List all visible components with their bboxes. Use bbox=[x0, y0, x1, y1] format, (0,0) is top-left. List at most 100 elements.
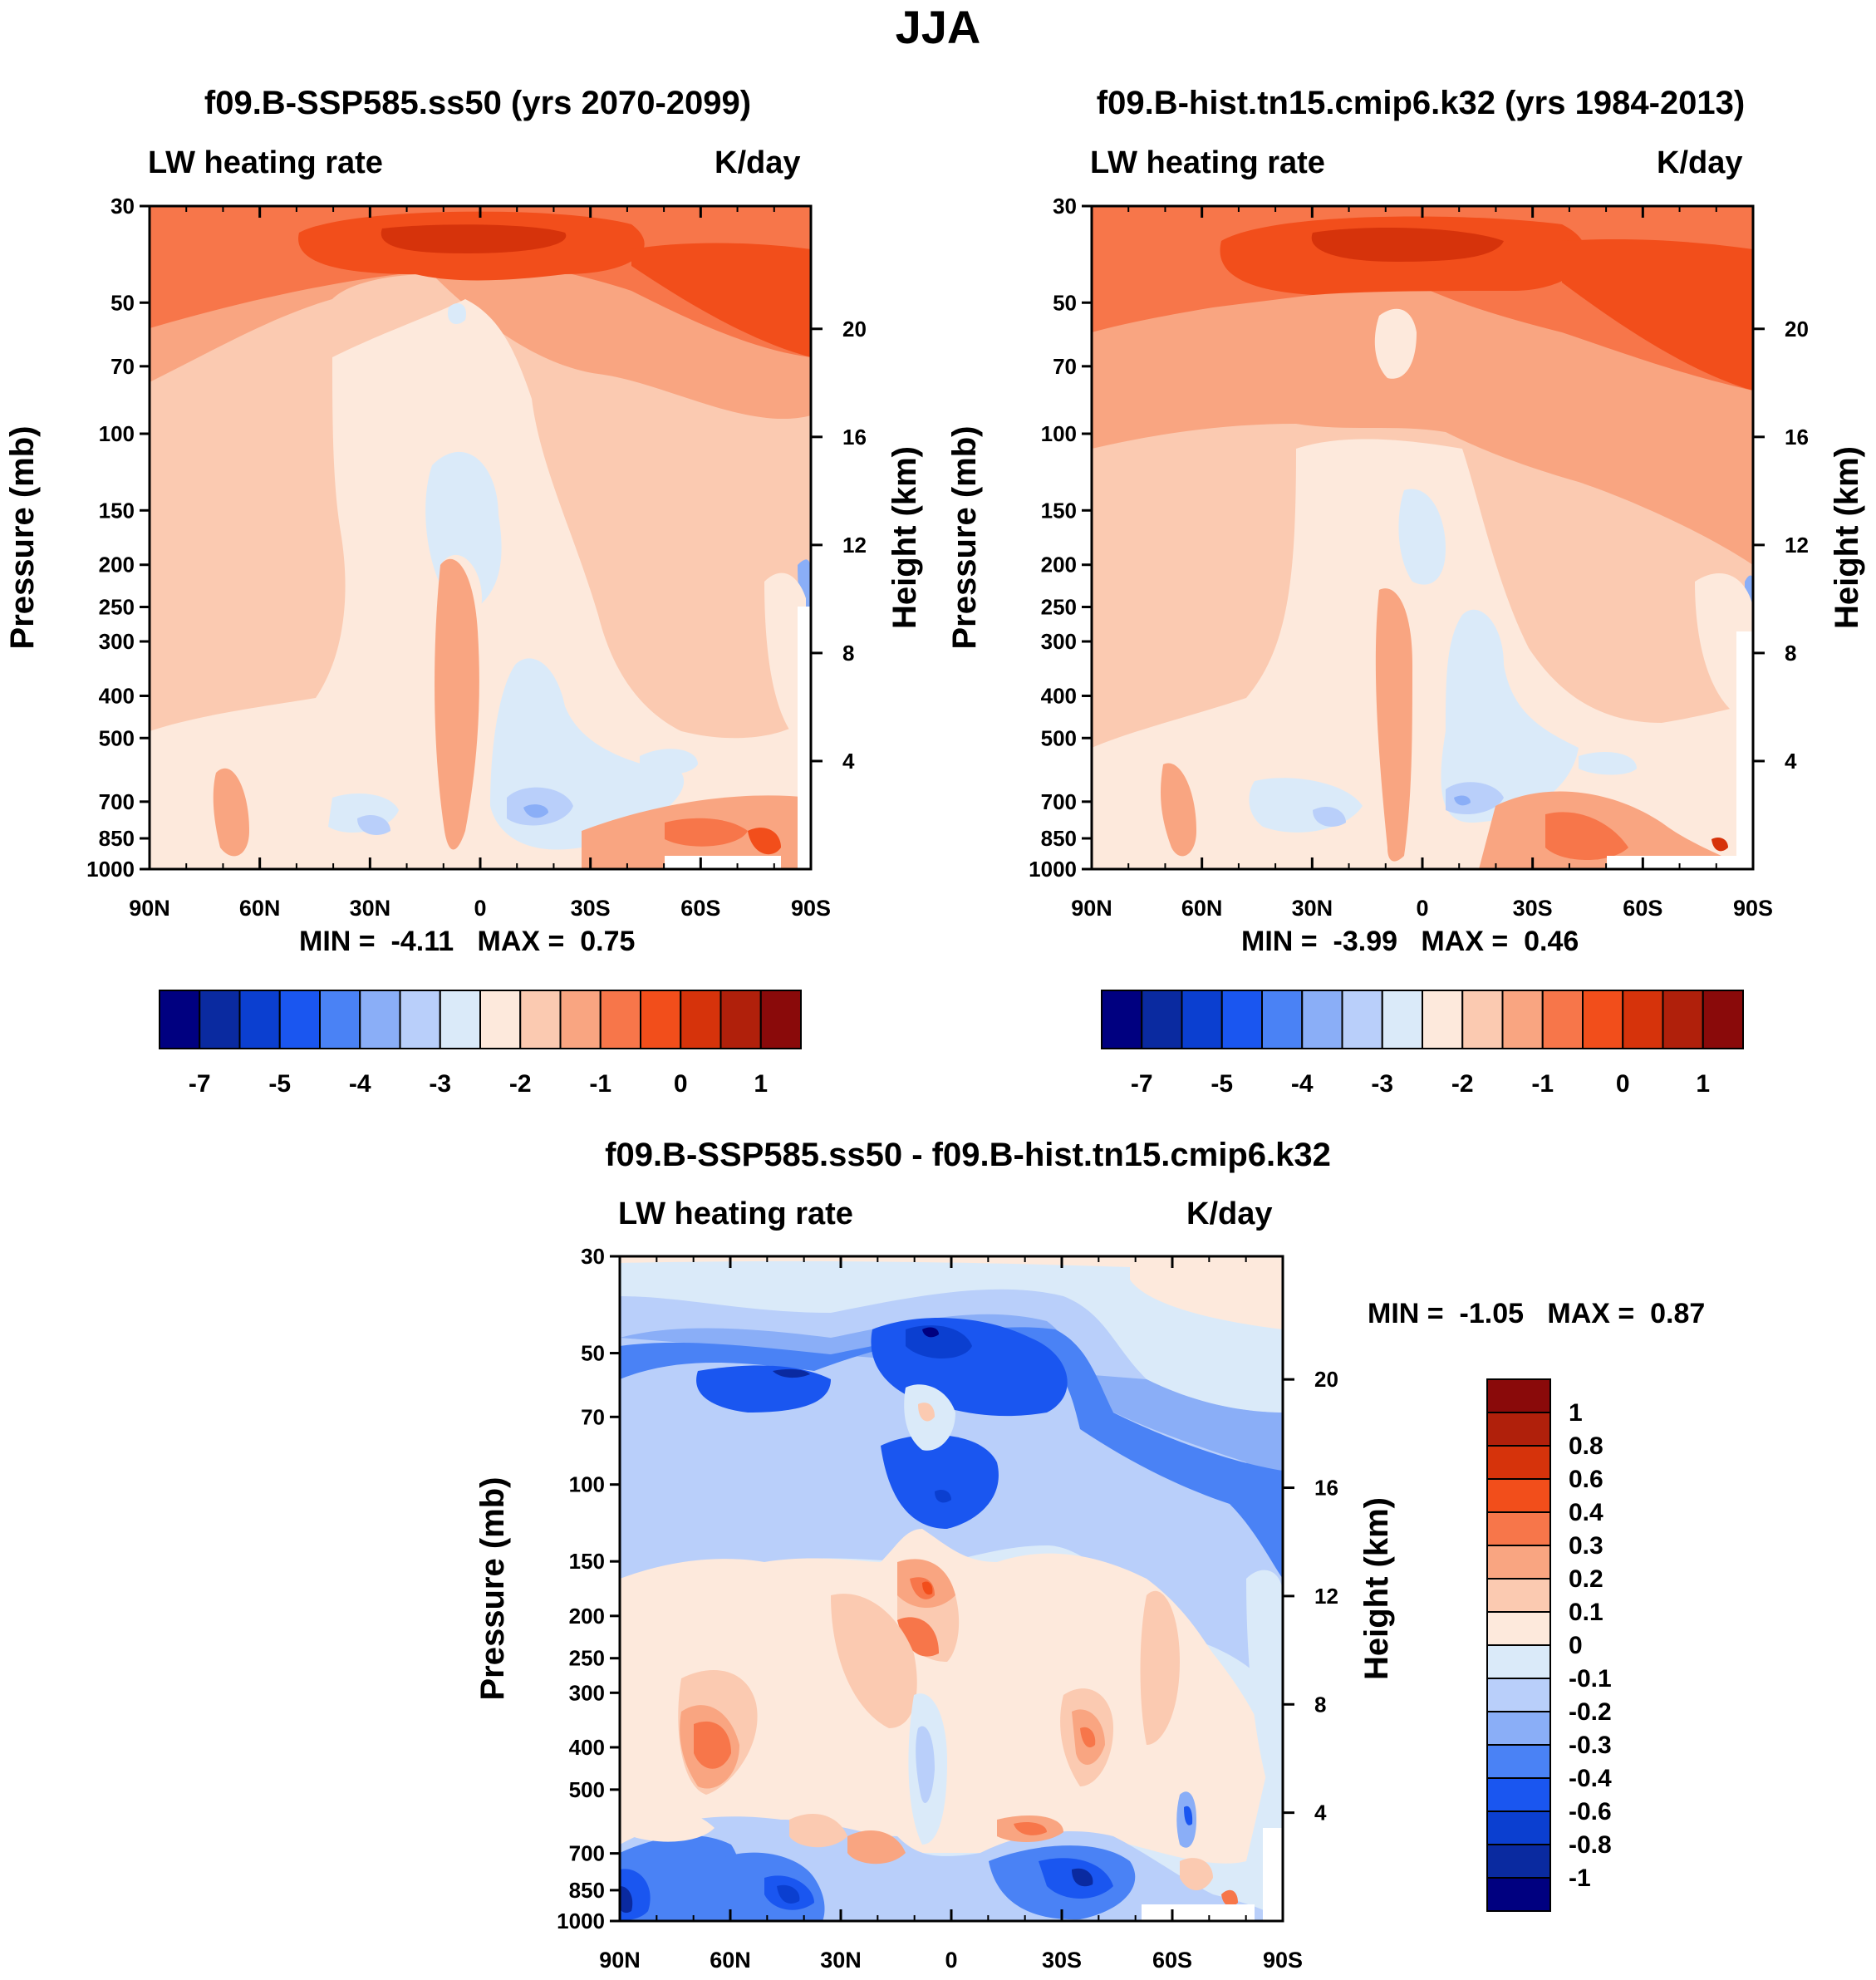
y2-tick-label: 12 bbox=[842, 533, 867, 558]
panel2-field bbox=[1092, 206, 1753, 869]
panel1-axes: 30 50 70 100 150 200 250 300 400 500 700 850 1000 20 1… bbox=[4, 194, 923, 921]
colorbar-label: -5 bbox=[1211, 1070, 1233, 1098]
colorbar-label: 0 bbox=[1616, 1070, 1630, 1098]
colorbar-box bbox=[278, 990, 321, 1049]
colorbar-box bbox=[519, 990, 562, 1049]
y-tick-label: 850 bbox=[1041, 826, 1077, 851]
y-tick-label: 850 bbox=[99, 826, 135, 851]
y-tick-label: 150 bbox=[569, 1549, 605, 1574]
y-tick-label: 200 bbox=[1041, 553, 1077, 577]
x-tick-label: 90N bbox=[1071, 896, 1112, 921]
y2-tick-label: 16 bbox=[1785, 425, 1809, 450]
colorbar-box bbox=[759, 990, 802, 1049]
colorbar-label: -0.6 bbox=[1569, 1798, 1612, 1825]
y-tick-label: 850 bbox=[569, 1878, 605, 1903]
x-tick-label: 90S bbox=[791, 896, 831, 921]
colorbar-label: 0.4 bbox=[1569, 1499, 1603, 1526]
colorbar-label: -0.2 bbox=[1569, 1698, 1612, 1726]
colorbar-box bbox=[1486, 1578, 1551, 1613]
colorbar-box bbox=[640, 990, 682, 1049]
panel3-subtitle-right: K/day bbox=[1186, 1196, 1273, 1231]
colorbar-box bbox=[479, 990, 522, 1049]
x-tick-label: 60S bbox=[1152, 1948, 1192, 1973]
x-tick-label: 90N bbox=[129, 896, 170, 921]
colorbar-box bbox=[1486, 1678, 1551, 1712]
y-tick-label: 700 bbox=[569, 1841, 605, 1866]
colorbar-box bbox=[1381, 990, 1423, 1049]
colorbar-box bbox=[159, 990, 201, 1049]
panel2-subtitle-right: K/day bbox=[1657, 145, 1743, 180]
y-tick-label: 300 bbox=[99, 629, 135, 654]
x-tick-label: 30S bbox=[571, 896, 611, 921]
colorbar-box bbox=[1501, 990, 1544, 1049]
panel2-min-value: -3.99 bbox=[1333, 926, 1398, 957]
y-tick-label: 100 bbox=[1041, 421, 1077, 446]
colorbar-box bbox=[359, 990, 401, 1049]
colorbar-box bbox=[1486, 1711, 1551, 1746]
y-tick-label: 250 bbox=[99, 595, 135, 620]
panel3-max-label: MAX = bbox=[1547, 1298, 1635, 1329]
panel3-title: f09.B-SSP585.ss50 - f09.B-hist.tn15.cmip… bbox=[605, 1137, 1331, 1173]
y2-tick-label: 16 bbox=[1314, 1476, 1338, 1501]
colorbar-box bbox=[599, 990, 641, 1049]
panel2-stats: MIN = -3.99 MAX = 0.46 bbox=[1241, 926, 1579, 958]
colorbar-label: 0 bbox=[674, 1070, 688, 1098]
colorbar-label: -0.4 bbox=[1569, 1765, 1612, 1792]
colorbar-box bbox=[1622, 990, 1664, 1049]
y-tick-label: 300 bbox=[569, 1680, 605, 1705]
x-tick-label: 60N bbox=[710, 1948, 751, 1973]
panel1-min-value: -4.11 bbox=[390, 926, 454, 957]
y2-axis-label: Height (km) bbox=[1829, 446, 1865, 629]
y2-tick-label: 20 bbox=[1314, 1367, 1338, 1392]
colorbar-box bbox=[1702, 990, 1744, 1049]
y2-axis-label: Height (km) bbox=[886, 446, 923, 629]
colorbar-label: -3 bbox=[429, 1070, 451, 1098]
colorbar-box bbox=[1486, 1545, 1551, 1580]
colorbar-label: 1 bbox=[1569, 1399, 1583, 1427]
panel2-colorbar: -7 -5 -4 -3 -2 -1 0 1 bbox=[1101, 990, 1744, 1098]
y2-tick-label: 12 bbox=[1314, 1584, 1338, 1609]
colorbar-label: -3 bbox=[1371, 1070, 1393, 1098]
colorbar-label: -0.1 bbox=[1569, 1665, 1612, 1693]
y2-tick-label: 4 bbox=[1785, 749, 1797, 774]
panel3-subtitle-left: LW heating rate bbox=[618, 1196, 853, 1231]
colorbar-box bbox=[1486, 1511, 1551, 1546]
y-tick-label: 70 bbox=[581, 1404, 605, 1429]
y2-axis-label: Height (km) bbox=[1358, 1497, 1395, 1680]
panel1-title: f09.B-SSP585.ss50 (yrs 2070-2099) bbox=[204, 85, 752, 121]
panel3-stats: MIN = -1.05 MAX = 0.87 bbox=[1368, 1298, 1705, 1330]
colorbar-box bbox=[1486, 1378, 1551, 1413]
y-tick-label: 100 bbox=[99, 421, 135, 446]
panel2-max-label: MAX = bbox=[1421, 926, 1509, 957]
colorbar-label: 0 bbox=[1569, 1632, 1583, 1659]
y-tick-label: 30 bbox=[110, 194, 135, 219]
colorbar-label: 0.8 bbox=[1569, 1432, 1603, 1460]
colorbar-box bbox=[680, 990, 722, 1049]
y-tick-label: 500 bbox=[1041, 725, 1077, 750]
x-tick-label: 30N bbox=[1292, 896, 1333, 921]
panel2-title: f09.B-hist.tn15.cmip6.k32 (yrs 1984-2013… bbox=[1096, 85, 1746, 121]
y-tick-label: 400 bbox=[569, 1735, 605, 1760]
x-tick-label: 60N bbox=[239, 896, 281, 921]
panel3-min-label: MIN = bbox=[1368, 1298, 1444, 1329]
y-tick-label: 250 bbox=[569, 1646, 605, 1671]
colorbar-box bbox=[1101, 990, 1143, 1049]
x-tick-label: 90N bbox=[599, 1948, 641, 1973]
x-tick-label: 30S bbox=[1042, 1948, 1082, 1973]
colorbar-box bbox=[1486, 1877, 1551, 1912]
y2-tick-label: 20 bbox=[1785, 317, 1809, 341]
panel2-max-value: 0.46 bbox=[1524, 926, 1579, 957]
y-tick-label: 200 bbox=[569, 1604, 605, 1629]
colorbar-box bbox=[1486, 1478, 1551, 1513]
colorbar-box bbox=[1181, 990, 1223, 1049]
colorbar-label: -1 bbox=[1531, 1070, 1554, 1098]
y2-tick-label: 12 bbox=[1785, 533, 1809, 558]
panel1-stats: MIN = -4.11 MAX = 0.75 bbox=[299, 926, 635, 958]
colorbar-label: 1 bbox=[754, 1070, 768, 1098]
colorbar-box bbox=[439, 990, 481, 1049]
colorbar-box bbox=[1220, 990, 1263, 1049]
y-tick-label: 1000 bbox=[557, 1909, 605, 1933]
x-tick-label: 60N bbox=[1181, 896, 1223, 921]
